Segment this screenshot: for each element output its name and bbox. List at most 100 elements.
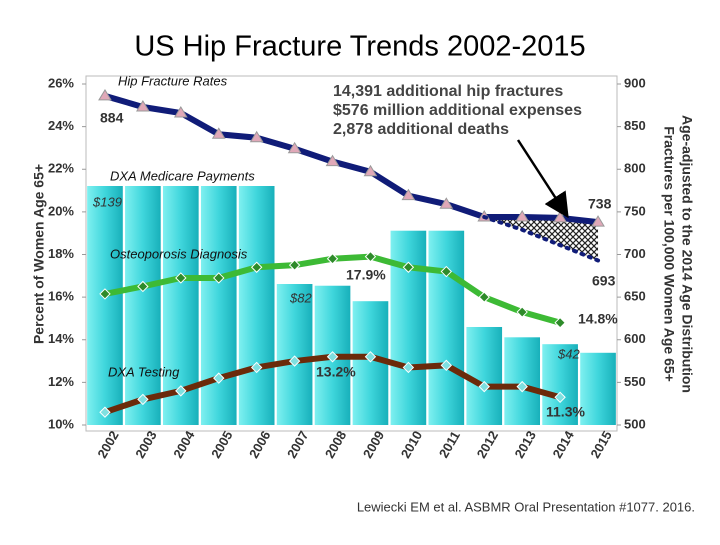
- data-label: 13.2%: [316, 364, 356, 380]
- marker: [516, 380, 528, 393]
- marker: [287, 141, 302, 154]
- y2-axis-label: Fractures per 100,000 Women Age 65+: [661, 126, 677, 382]
- bar: [580, 352, 616, 425]
- marker: [137, 393, 149, 406]
- marker: [478, 380, 490, 393]
- marker: [401, 188, 416, 201]
- y2-tick-label: 550: [624, 374, 646, 389]
- x-tick-label: 2002: [94, 428, 121, 461]
- line: [101, 92, 602, 226]
- y2-tick-label: 800: [624, 161, 646, 176]
- bar: [87, 186, 123, 425]
- data-label: 17.9%: [346, 267, 386, 283]
- bar: [542, 344, 578, 425]
- bar: [428, 230, 465, 425]
- y-tick-label: 24%: [48, 118, 74, 133]
- y-axis-label: Percent of Women Age 65+: [31, 164, 47, 344]
- y2-tick-label: 750: [624, 203, 646, 218]
- series-label: DXA Testing: [108, 364, 180, 379]
- marker: [175, 272, 187, 284]
- marker: [402, 261, 415, 273]
- data-label: 693: [592, 273, 616, 289]
- bar: [466, 326, 503, 425]
- x-tick-label: 2010: [398, 428, 425, 461]
- y-tick-label: 14%: [48, 331, 74, 346]
- data-label: $42: [557, 346, 580, 361]
- marker: [173, 106, 188, 118]
- x-tick-label: 2009: [360, 428, 387, 461]
- marker: [554, 391, 566, 404]
- annotation: $576 million additional expenses: [333, 102, 582, 119]
- marker: [363, 164, 378, 177]
- marker: [211, 127, 226, 139]
- x-tick-label: 2015: [587, 428, 614, 461]
- x-tick-label: 2014: [549, 428, 577, 461]
- bar: [200, 186, 237, 425]
- y-tick-label: 26%: [48, 75, 74, 90]
- x-tick-label: 2008: [322, 428, 349, 461]
- marker: [137, 280, 149, 293]
- marker: [213, 272, 225, 284]
- marker: [515, 210, 530, 222]
- y2-axis-label: Age-adjusted to the 2014 Age Distributio…: [679, 115, 695, 393]
- y2-tick-label: 850: [624, 118, 646, 133]
- bar: [238, 186, 275, 425]
- y-tick-label: 10%: [48, 416, 74, 431]
- x-tick-label: 2003: [132, 428, 159, 461]
- arrow: [516, 139, 569, 219]
- y-tick-label: 18%: [48, 246, 74, 261]
- marker: [288, 259, 301, 271]
- data-label: $82: [289, 290, 312, 305]
- data-label: 884: [100, 110, 124, 126]
- annotation: 2,878 additional deaths: [333, 121, 509, 138]
- bar: [276, 284, 313, 425]
- marker: [326, 253, 339, 265]
- y2-tick-label: 650: [624, 289, 646, 304]
- marker: [439, 197, 454, 209]
- data-label: $139: [92, 194, 122, 209]
- data-label: 738: [588, 196, 612, 212]
- marker: [364, 250, 377, 263]
- marker: [516, 306, 528, 318]
- x-tick-label: 2012: [474, 428, 501, 461]
- y2-tick-label: 900: [624, 75, 646, 90]
- marker: [326, 351, 339, 363]
- x-tick-label: 2005: [208, 428, 235, 461]
- source: Lewiecki EM et al. ASBMR Oral Presentati…: [357, 499, 695, 514]
- marker: [554, 316, 566, 329]
- series-label: DXA Medicare Payments: [110, 168, 255, 183]
- marker: [99, 406, 111, 418]
- hatched-gap: [484, 216, 599, 261]
- marker: [249, 130, 264, 143]
- marker: [478, 291, 490, 303]
- y-tick-label: 16%: [48, 289, 74, 304]
- marker: [136, 100, 150, 112]
- bar: [390, 230, 427, 425]
- x-tick-label: 2011: [436, 429, 463, 461]
- marker: [325, 154, 340, 167]
- marker: [99, 288, 111, 300]
- x-tick-label: 2007: [284, 428, 311, 461]
- annotation: 14,391 additional hip fractures: [333, 83, 563, 100]
- y-tick-label: 12%: [48, 374, 74, 389]
- data-label: 11.3%: [546, 404, 585, 420]
- x-tick-label: 2013: [512, 428, 539, 461]
- marker: [440, 359, 453, 372]
- marker: [591, 215, 605, 227]
- marker: [364, 351, 377, 363]
- marker: [440, 265, 453, 278]
- y2-tick-label: 700: [624, 246, 646, 261]
- y2-tick-label: 500: [624, 416, 646, 431]
- y-tick-label: 20%: [48, 203, 74, 218]
- y-tick-label: 22%: [48, 161, 74, 176]
- marker: [175, 385, 187, 397]
- data-label: 14.8%: [578, 311, 618, 327]
- marker: [250, 261, 263, 273]
- chart-title: US Hip Fracture Trends 2002-2015: [134, 31, 585, 63]
- y2-tick-label: 600: [624, 331, 646, 346]
- marker: [288, 355, 301, 367]
- x-tick-label: 2004: [170, 428, 198, 461]
- marker: [402, 361, 415, 374]
- marker: [98, 88, 112, 101]
